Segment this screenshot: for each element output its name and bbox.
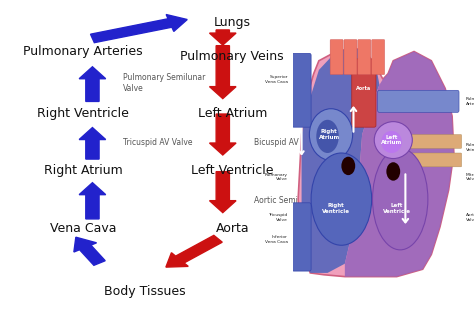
FancyBboxPatch shape xyxy=(292,203,311,271)
FancyBboxPatch shape xyxy=(404,135,462,148)
Text: Right Ventricle: Right Ventricle xyxy=(37,107,129,120)
Text: Aorta: Aorta xyxy=(356,86,372,91)
FancyArrow shape xyxy=(210,30,236,45)
Text: Right
Ventricle: Right Ventricle xyxy=(322,203,350,214)
FancyArrow shape xyxy=(210,46,236,99)
Ellipse shape xyxy=(316,120,339,153)
Text: Aorta: Aorta xyxy=(216,222,249,235)
FancyBboxPatch shape xyxy=(358,40,371,75)
FancyBboxPatch shape xyxy=(292,53,311,127)
Text: Vena Cava: Vena Cava xyxy=(50,222,116,235)
FancyArrow shape xyxy=(210,114,236,155)
Text: Right
Atrium: Right Atrium xyxy=(319,129,340,140)
FancyArrow shape xyxy=(166,235,222,267)
Text: Aortic
Valve: Aortic Valve xyxy=(466,213,474,222)
FancyBboxPatch shape xyxy=(378,90,459,112)
Ellipse shape xyxy=(311,153,372,245)
Text: Bicuspid AV Valve: Bicuspid AV Valve xyxy=(254,138,321,147)
FancyBboxPatch shape xyxy=(344,40,357,75)
Text: Lungs: Lungs xyxy=(214,15,251,29)
FancyBboxPatch shape xyxy=(352,59,376,127)
FancyArrow shape xyxy=(210,172,236,213)
Polygon shape xyxy=(298,48,454,277)
Text: Tricuspid
Valve: Tricuspid Valve xyxy=(268,213,288,222)
Text: Aortic Semilunar Valve: Aortic Semilunar Valve xyxy=(254,196,341,204)
Text: Inferior
Vena Cava: Inferior Vena Cava xyxy=(265,235,288,244)
Text: Pulmonary
Vein: Pulmonary Vein xyxy=(466,143,474,152)
Ellipse shape xyxy=(341,157,355,175)
FancyBboxPatch shape xyxy=(372,40,384,75)
Ellipse shape xyxy=(381,131,402,153)
FancyArrow shape xyxy=(79,128,106,159)
FancyArrow shape xyxy=(79,183,106,219)
Text: Mitral
Valve: Mitral Valve xyxy=(466,173,474,181)
Text: Left
Atrium: Left Atrium xyxy=(381,135,402,146)
Ellipse shape xyxy=(374,122,412,158)
FancyBboxPatch shape xyxy=(330,40,343,75)
Text: Tricuspid AV Valve: Tricuspid AV Valve xyxy=(123,138,193,147)
Text: Superior
Vena Cava: Superior Vena Cava xyxy=(265,75,288,83)
FancyBboxPatch shape xyxy=(404,153,462,167)
Ellipse shape xyxy=(373,148,428,250)
Ellipse shape xyxy=(310,109,353,160)
FancyArrow shape xyxy=(79,67,106,101)
Text: Left Ventricle: Left Ventricle xyxy=(191,163,273,177)
Text: Pulmonary Semilunar
Valve: Pulmonary Semilunar Valve xyxy=(123,73,206,93)
Polygon shape xyxy=(345,52,454,277)
Text: Pulmonary Arteries: Pulmonary Arteries xyxy=(23,45,143,59)
Text: Left Atrium: Left Atrium xyxy=(198,107,267,120)
Text: Left
Ventricle: Left Ventricle xyxy=(383,203,411,214)
Polygon shape xyxy=(301,48,379,273)
FancyArrow shape xyxy=(91,14,187,43)
Text: Body Tissues: Body Tissues xyxy=(104,285,185,298)
Ellipse shape xyxy=(386,162,400,181)
Text: Pulmonary
Artery: Pulmonary Artery xyxy=(466,97,474,106)
Text: Pulmonary
Valve: Pulmonary Valve xyxy=(265,173,288,181)
Text: Right Atrium: Right Atrium xyxy=(44,163,122,177)
Text: Pulmonary Veins: Pulmonary Veins xyxy=(181,50,284,63)
FancyArrow shape xyxy=(74,237,105,265)
